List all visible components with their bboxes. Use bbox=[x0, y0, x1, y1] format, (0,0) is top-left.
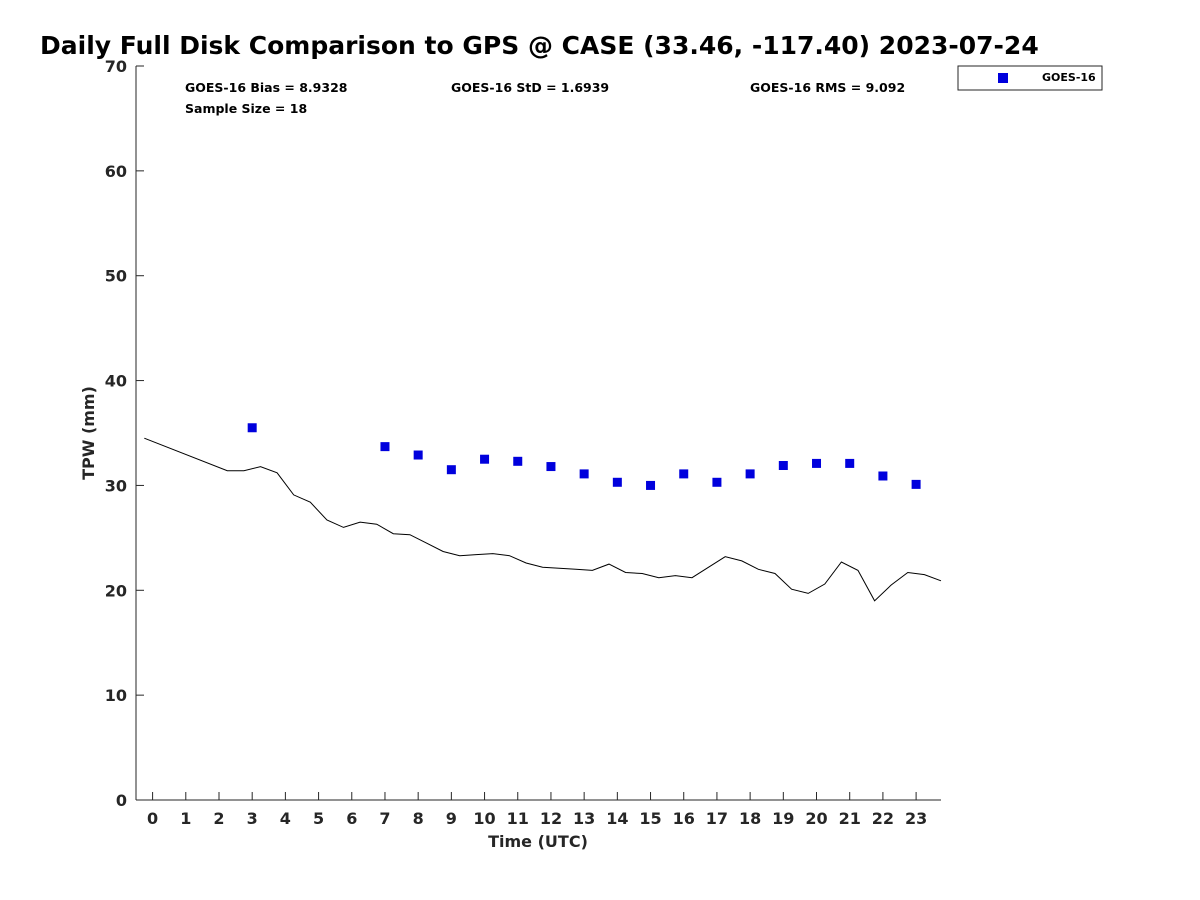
goes-16-point bbox=[778, 461, 788, 471]
goes-16-point bbox=[546, 462, 556, 472]
x-tick-label: 22 bbox=[872, 809, 894, 828]
x-tick-label: 0 bbox=[147, 809, 158, 828]
x-tick-label: 10 bbox=[473, 809, 495, 828]
gps-line-layer bbox=[144, 437, 942, 602]
goes-16-point bbox=[612, 477, 622, 487]
legend-box bbox=[957, 65, 1103, 91]
x-tick-label: 18 bbox=[739, 809, 761, 828]
goes-16-point bbox=[911, 479, 921, 489]
x-tick-label: 23 bbox=[905, 809, 927, 828]
goes-16-point bbox=[480, 454, 490, 464]
legend-label-goes-16: GOES-16 bbox=[1042, 71, 1096, 84]
gps-tpw-line bbox=[144, 437, 942, 602]
stat-rms: GOES-16 RMS = 9.092 bbox=[750, 80, 905, 95]
goes-16-point bbox=[845, 458, 855, 468]
y-tick-label: 70 bbox=[105, 57, 127, 76]
x-tick-label: 14 bbox=[606, 809, 628, 828]
stat-std: GOES-16 StD = 1.6939 bbox=[451, 80, 609, 95]
x-axis-label: Time (UTC) bbox=[488, 832, 588, 851]
goes-16-point bbox=[745, 469, 755, 479]
goes-16-point bbox=[247, 423, 257, 433]
x-tick-label: 9 bbox=[446, 809, 457, 828]
y-tick-label: 30 bbox=[105, 476, 127, 495]
legend: GOES-16 bbox=[957, 65, 1103, 91]
goes-16-point bbox=[679, 469, 689, 479]
goes-16-point bbox=[646, 480, 656, 490]
y-tick-label: 20 bbox=[105, 581, 127, 600]
y-tick-label: 40 bbox=[105, 372, 127, 391]
x-tick-label: 17 bbox=[706, 809, 728, 828]
x-tick-label: 19 bbox=[772, 809, 794, 828]
stat-sample-size: Sample Size = 18 bbox=[185, 101, 307, 116]
goes-16-point bbox=[812, 458, 822, 468]
x-tick-label: 5 bbox=[313, 809, 324, 828]
goes-16-point bbox=[712, 477, 722, 487]
x-tick-label: 12 bbox=[540, 809, 562, 828]
legend-marker-goes-16 bbox=[998, 73, 1008, 83]
x-tick-label: 20 bbox=[805, 809, 827, 828]
x-tick-label: 11 bbox=[507, 809, 529, 828]
x-tick-label: 16 bbox=[673, 809, 695, 828]
y-tick-label: 60 bbox=[105, 162, 127, 181]
x-tick-label: 1 bbox=[180, 809, 191, 828]
y-tick-label: 0 bbox=[116, 791, 127, 810]
goes-16-point bbox=[413, 450, 423, 460]
goes-16-point bbox=[380, 442, 390, 452]
x-tick-label: 8 bbox=[413, 809, 424, 828]
x-tick-label: 15 bbox=[639, 809, 661, 828]
x-tick-label: 4 bbox=[280, 809, 291, 828]
y-tick-label: 50 bbox=[105, 267, 127, 286]
y-axis-label: TPW (mm) bbox=[79, 386, 98, 480]
goes-16-point bbox=[579, 469, 589, 479]
goes-points-layer bbox=[247, 423, 921, 490]
chart-title: Daily Full Disk Comparison to GPS @ CASE… bbox=[40, 31, 1039, 60]
goes-16-point bbox=[446, 465, 456, 475]
x-tick-label: 21 bbox=[839, 809, 861, 828]
goes-16-point bbox=[513, 456, 523, 466]
x-tick-label: 2 bbox=[213, 809, 224, 828]
y-tick-label: 10 bbox=[105, 686, 127, 705]
x-tick-label: 7 bbox=[379, 809, 390, 828]
goes-16-point bbox=[878, 471, 888, 481]
x-tick-label: 13 bbox=[573, 809, 595, 828]
stat-bias: GOES-16 Bias = 8.9328 bbox=[185, 80, 347, 95]
x-tick-label: 6 bbox=[346, 809, 357, 828]
x-tick-label: 3 bbox=[247, 809, 258, 828]
